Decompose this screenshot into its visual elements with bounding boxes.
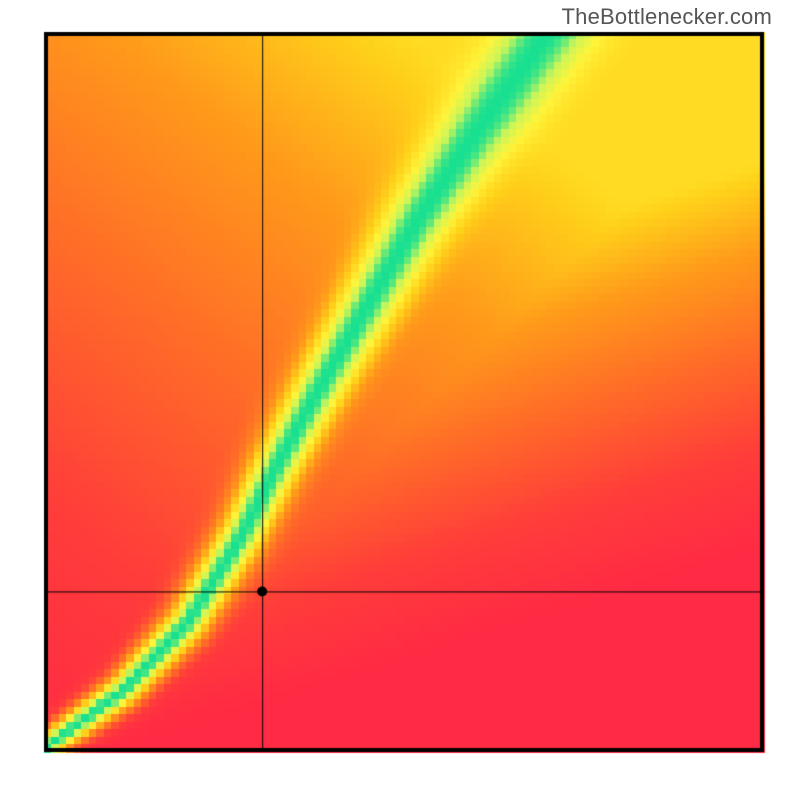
bottleneck-heatmap bbox=[0, 0, 800, 800]
stage: TheBottlenecker.com bbox=[0, 0, 800, 800]
